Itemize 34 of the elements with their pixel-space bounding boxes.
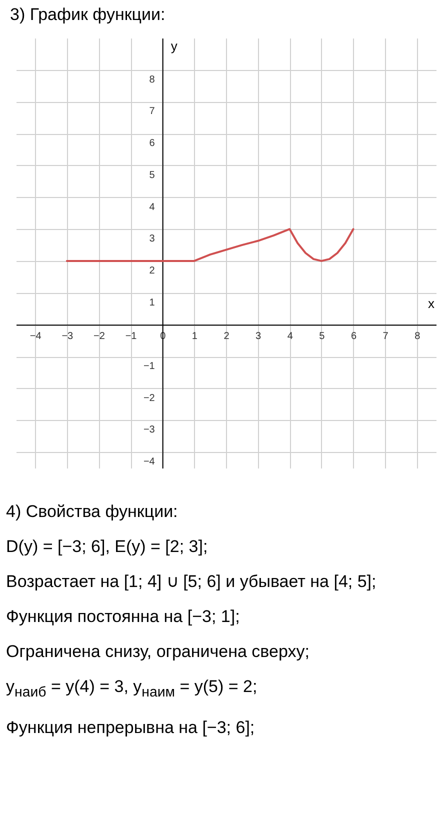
- y-axis-title: y: [170, 38, 178, 54]
- y-tick-label: −3: [143, 424, 156, 436]
- x-tick-label: −2: [94, 331, 106, 342]
- y-tick-label: −1: [143, 361, 156, 372]
- x-tick-label: 3: [256, 331, 262, 342]
- y-tick-label: 3: [149, 234, 156, 245]
- y-tick-label: 1: [149, 297, 156, 308]
- y-tick-label: 2: [149, 265, 156, 276]
- x-tick-label: 8: [414, 331, 421, 342]
- x-tick-label: 5: [319, 331, 326, 342]
- x-tick-label: 7: [382, 331, 389, 342]
- x-tick-label: 4: [287, 331, 294, 342]
- text: D(y) = [−3; 6], E(y) = [2; 3];: [6, 536, 209, 558]
- y-tick-label: 5: [149, 170, 156, 181]
- x-tick-label: −1: [125, 331, 138, 342]
- x-tick-label: −3: [62, 331, 74, 342]
- x-tick-label: 2: [224, 331, 230, 342]
- x-axis-title: x: [428, 296, 435, 312]
- text: Функция непрерывна на [−3; 6];: [6, 717, 256, 740]
- y-tick-label: 8: [149, 74, 156, 86]
- y-tick-label: 7: [149, 106, 156, 118]
- text: Возрастает на [1; 4] ∪ [5; 6] и убывает на [4; 5];: [6, 571, 378, 593]
- x-tick-label: −4: [30, 331, 42, 342]
- text: Функция постоянна на [−3; 1];: [6, 606, 241, 628]
- y-tick-label: −2: [143, 392, 156, 404]
- y-tick-label: 4: [149, 202, 156, 213]
- x-tick-label: 6: [350, 331, 357, 342]
- x-tick-label: 1: [192, 331, 198, 342]
- text: Ограничена снизу, ограничена сверху;: [6, 641, 310, 663]
- y-tick-label: 6: [149, 138, 156, 150]
- y-tick-label: −4: [143, 456, 156, 468]
- text: 4) Свойства функции:: [6, 501, 179, 523]
- text: y$_{наиб}$ = y(4) = 3, y$_{наим}$ = y(5) = 2;: [6, 676, 258, 702]
- chart-title: 3) График функции:: [10, 5, 166, 24]
